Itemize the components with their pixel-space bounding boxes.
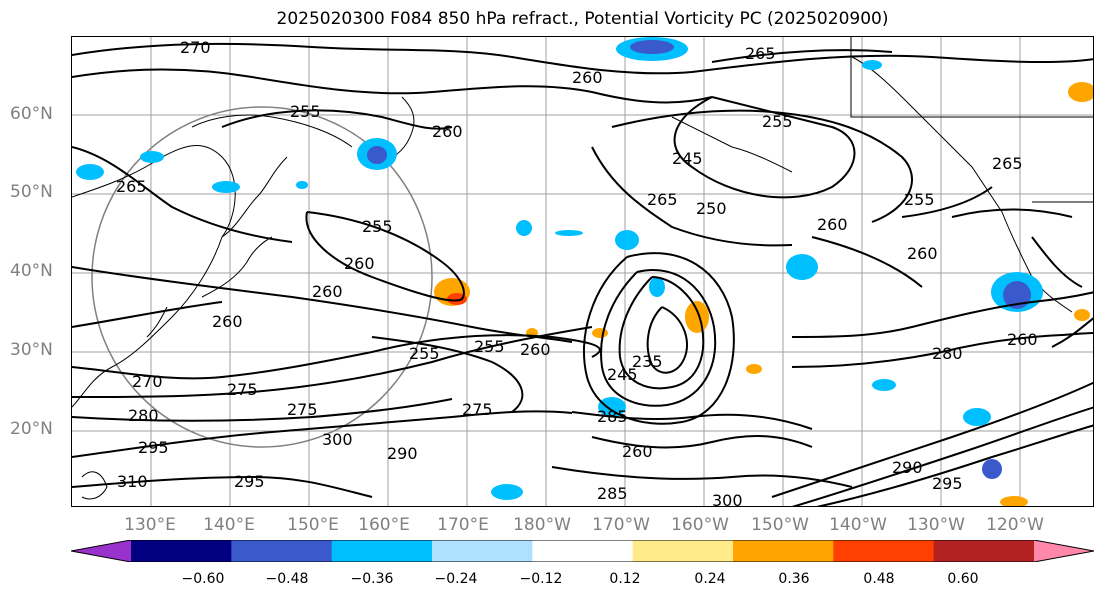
colorbar-tick: −0.60: [181, 571, 225, 587]
colorbar-segment: [131, 540, 232, 562]
contour-label: 265: [745, 44, 776, 63]
contour-label: 255: [362, 217, 393, 236]
contour-label: 250: [696, 199, 727, 218]
lon-label-150w: 150°W: [751, 515, 809, 535]
contour-label: 295: [234, 472, 265, 491]
colorbar-tick: 0.48: [863, 571, 895, 587]
contour-label: 275: [227, 380, 258, 399]
colorbar-tick: −0.12: [519, 571, 563, 587]
colorbar-segment: [432, 540, 533, 562]
lon-label-160w: 160°W: [671, 515, 729, 535]
contour-label: 295: [932, 474, 963, 493]
lat-label-20n: 20°N: [10, 419, 53, 439]
contour-label: 255: [290, 102, 321, 121]
contour-label: 235: [632, 352, 663, 371]
coastlines: [72, 37, 1093, 500]
colorbar-tick: 0.24: [694, 571, 726, 587]
contour-label: 280: [128, 406, 159, 425]
contour-label: 260: [1007, 330, 1038, 349]
contours: [72, 42, 1093, 506]
contour-label: 255: [904, 190, 935, 209]
map-panel: 270 265 260 255 260 265 255 260 260 260 …: [71, 36, 1094, 507]
contour-labels: 270 265 260 255 260 265 255 260 260 260 …: [116, 38, 1038, 507]
colorbar-segment: [532, 540, 634, 562]
colorbar-tick: 0.60: [947, 571, 979, 587]
contour-label: 265: [992, 154, 1023, 173]
colorbar-segment: [331, 540, 433, 562]
contour-label: 270: [180, 38, 211, 57]
colorbar-tick: 0.12: [609, 571, 641, 587]
contour-label: 285: [597, 484, 628, 503]
contour-label: 295: [138, 438, 169, 457]
contour-label: 280: [932, 344, 963, 363]
lon-label-130e: 130°E: [124, 515, 176, 535]
lon-label-170e: 170°E: [437, 515, 489, 535]
colorbar-segment: [71, 540, 131, 562]
contour-label: 265: [647, 190, 678, 209]
contour-label: 260: [907, 244, 938, 263]
lon-label-120w: 120°W: [986, 515, 1044, 535]
contour-label: 270: [132, 372, 163, 391]
colorbar-segment: [231, 540, 333, 562]
map-title: 2025020300 F084 850 hPa refract., Potent…: [276, 9, 889, 29]
contour-label: 245: [607, 365, 638, 384]
colorbar-segment: [933, 540, 1035, 562]
lon-label-180w: 180°W: [513, 515, 571, 535]
contour-label: 275: [462, 400, 493, 419]
colorbar-tick: 0.36: [778, 571, 810, 587]
map-canvas: 270 265 260 255 260 265 255 260 260 260 …: [72, 37, 1093, 507]
contour-label: 290: [387, 444, 418, 463]
range-circle: [91, 106, 433, 448]
colorbar-segment: [1034, 540, 1094, 562]
lon-label-170w: 170°W: [592, 515, 650, 535]
contour-label: 260: [622, 442, 653, 461]
lon-label-140w: 140°W: [829, 515, 887, 535]
colorbar-tick: −0.36: [350, 571, 394, 587]
lat-label-60n: 60°N: [10, 104, 53, 124]
lon-label-150e: 150°E: [287, 515, 339, 535]
contour-label: 285: [597, 407, 628, 426]
contour-label: 260: [212, 312, 243, 331]
colorbar-segment: [833, 540, 935, 562]
contour-label: 255: [474, 337, 505, 356]
colorbar-segment: [632, 540, 734, 562]
contour-label: 260: [572, 68, 603, 87]
contour-label: 260: [817, 215, 848, 234]
contour-label: 275: [287, 400, 318, 419]
lon-label-140e: 140°E: [203, 515, 255, 535]
lon-label-160e: 160°E: [358, 515, 410, 535]
contour-label: 300: [712, 491, 743, 507]
contour-label: 245: [672, 149, 703, 168]
graticule: [72, 37, 1093, 506]
contour-label: 260: [520, 340, 551, 359]
contour-label: 265: [116, 177, 147, 196]
colorbar-tick: −0.48: [265, 571, 309, 587]
contour-label: 260: [432, 122, 463, 141]
contour-label: 255: [762, 112, 793, 131]
colorbar: [71, 540, 1094, 562]
lat-label-40n: 40°N: [10, 261, 53, 281]
contour-label: 260: [312, 282, 343, 301]
contour-label: 300: [322, 430, 353, 449]
lon-label-130w: 130°W: [907, 515, 965, 535]
lat-label-30n: 30°N: [10, 340, 53, 360]
contour-label: 260: [344, 254, 375, 273]
contour-label: 290: [892, 458, 923, 477]
contour-label: 255: [409, 344, 440, 363]
colorbar-tick: −0.24: [434, 571, 478, 587]
lat-label-50n: 50°N: [10, 182, 53, 202]
contour-label: 310: [117, 472, 148, 491]
colorbar-segment: [733, 540, 834, 562]
